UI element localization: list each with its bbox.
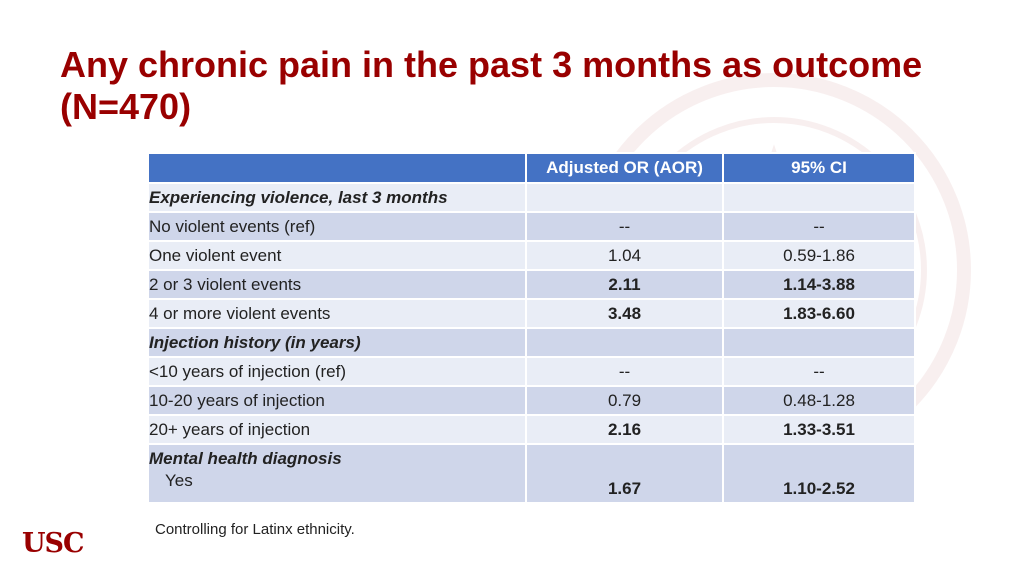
table-row: <10 years of injection (ref) -- -- xyxy=(147,356,916,387)
aor-cell: -- xyxy=(525,356,724,387)
ci-cell xyxy=(722,182,916,213)
ci-cell: 1.83-6.60 xyxy=(722,298,916,329)
aor-cell xyxy=(525,182,724,213)
aor-cell: 2.11 xyxy=(525,269,724,300)
table-header-row: Adjusted OR (AOR) 95% CI xyxy=(147,152,916,184)
table-row: 20+ years of injection 2.16 1.33-3.51 xyxy=(147,414,916,445)
header-ci: 95% CI xyxy=(722,152,916,184)
aor-cell: 0.79 xyxy=(525,385,724,416)
aor-cell: 1.04 xyxy=(525,240,724,271)
section-label-mental-health: Mental health diagnosis xyxy=(149,449,342,468)
row-label: 20+ years of injection xyxy=(147,414,527,445)
row-label: 2 or 3 violent events xyxy=(147,269,527,300)
results-table: Adjusted OR (AOR) 95% CI Experiencing vi… xyxy=(147,152,916,504)
ci-cell: 0.48-1.28 xyxy=(722,385,916,416)
table-row: Injection history (in years) xyxy=(147,327,916,358)
header-aor: Adjusted OR (AOR) xyxy=(525,152,724,184)
ci-cell: 1.14-3.88 xyxy=(722,269,916,300)
row-label: 4 or more violent events xyxy=(147,298,527,329)
section-label-violence: Experiencing violence, last 3 months xyxy=(147,182,527,213)
table-row: 10-20 years of injection 0.79 0.48-1.28 xyxy=(147,385,916,416)
aor-cell: 2.16 xyxy=(525,414,724,445)
table-row: 4 or more violent events 3.48 1.83-6.60 xyxy=(147,298,916,329)
row-label: One violent event xyxy=(147,240,527,271)
ci-cell: 1.10-2.52 xyxy=(722,443,916,504)
aor-cell: 1.67 xyxy=(525,443,724,504)
ci-cell: 0.59-1.86 xyxy=(722,240,916,271)
aor-cell: -- xyxy=(525,211,724,242)
table-row: No violent events (ref) -- -- xyxy=(147,211,916,242)
aor-cell: 3.48 xyxy=(525,298,724,329)
slide-title: Any chronic pain in the past 3 months as… xyxy=(60,44,923,127)
ci-cell: -- xyxy=(722,356,916,387)
row-sublabel-yes: Yes xyxy=(165,471,193,490)
ci-cell xyxy=(722,327,916,358)
aor-cell xyxy=(525,327,724,358)
footnote: Controlling for Latinx ethnicity. xyxy=(155,521,355,538)
table-row: One violent event 1.04 0.59-1.86 xyxy=(147,240,916,271)
table-row: 2 or 3 violent events 2.11 1.14-3.88 xyxy=(147,269,916,300)
header-variable xyxy=(147,152,527,184)
row-label-mental-health: Mental health diagnosis Yes xyxy=(147,443,527,504)
row-label: 10-20 years of injection xyxy=(147,385,527,416)
usc-logo: USC xyxy=(22,528,85,559)
ci-cell: 1.33-3.51 xyxy=(722,414,916,445)
row-label: No violent events (ref) xyxy=(147,211,527,242)
ci-cell: -- xyxy=(722,211,916,242)
table-row: Experiencing violence, last 3 months xyxy=(147,182,916,213)
section-label-injection: Injection history (in years) xyxy=(147,327,527,358)
table-row: Mental health diagnosis Yes 1.67 1.10-2.… xyxy=(147,443,916,504)
row-label: <10 years of injection (ref) xyxy=(147,356,527,387)
